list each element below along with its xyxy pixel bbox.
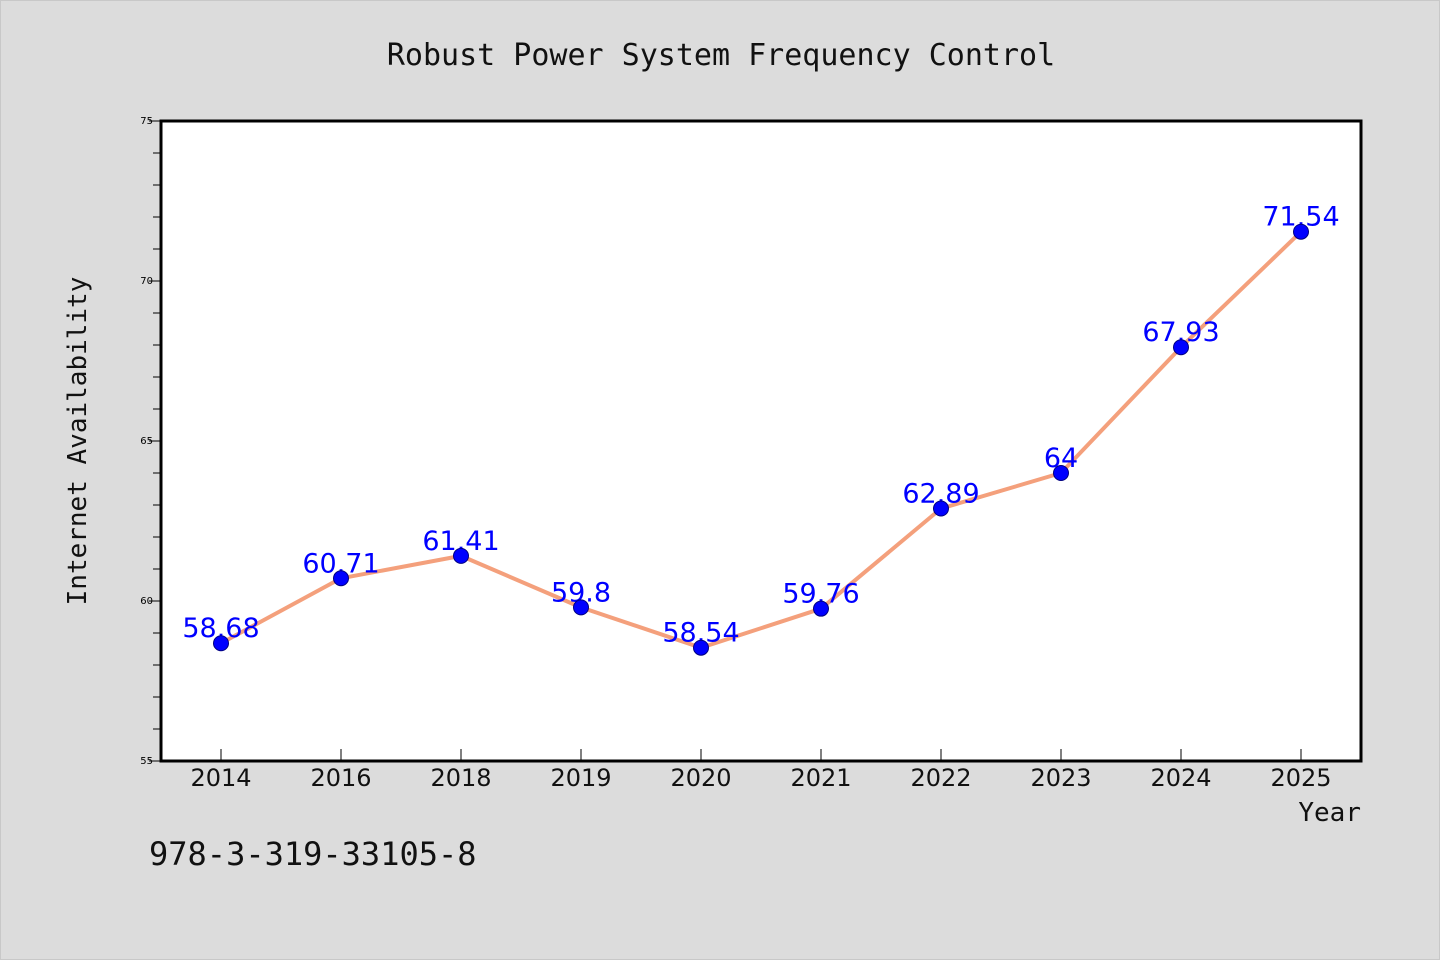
isbn-text: 978-3-319-33105-8	[149, 835, 477, 873]
x-tick-label: 2014	[190, 764, 251, 792]
x-tick-label: 2022	[910, 764, 971, 792]
x-tick-label: 2016	[310, 764, 371, 792]
x-tick-label: 2020	[670, 764, 731, 792]
y-tick-label: 65	[140, 436, 153, 447]
x-tick-label: 2023	[1030, 764, 1091, 792]
data-point	[933, 500, 949, 517]
series-line	[219, 229, 1303, 650]
data-point	[813, 600, 829, 617]
x-axis-ticks: 2014 2016 2018 2019 2020 2021 2022 2023 2024 2025	[190, 749, 1332, 792]
x-tick-label: 2018	[430, 764, 491, 792]
x-axis-label: Year	[1298, 798, 1361, 828]
x-tick-label: 2024	[1150, 764, 1211, 792]
data-point	[453, 547, 469, 564]
plot-frame	[159, 119, 1363, 763]
data-point	[1293, 223, 1309, 240]
y-axis-ticks: 55 60 65 70 75	[140, 116, 161, 767]
data-point	[213, 635, 229, 652]
x-tick-label: 2025	[1270, 764, 1331, 792]
data-point	[333, 570, 349, 587]
plot-area	[161, 121, 1361, 761]
x-tick-label: 2021	[790, 764, 851, 792]
y-tick-label: 55	[140, 756, 153, 767]
chart-title: Robust Power System Frequency Control	[387, 38, 1055, 73]
series-group: 58.6860.7161.4159.858.5459.7662.896467.9…	[182, 202, 1340, 656]
y-tick-label: 70	[140, 276, 153, 287]
y-tick-label: 75	[140, 116, 153, 127]
data-point	[1173, 339, 1189, 356]
y-tick-label: 60	[140, 596, 153, 607]
y-axis-label: Internet Availability	[63, 277, 93, 606]
data-point	[1053, 465, 1069, 481]
data-point	[693, 639, 709, 656]
x-tick-label: 2019	[550, 764, 611, 792]
data-point	[573, 599, 589, 616]
